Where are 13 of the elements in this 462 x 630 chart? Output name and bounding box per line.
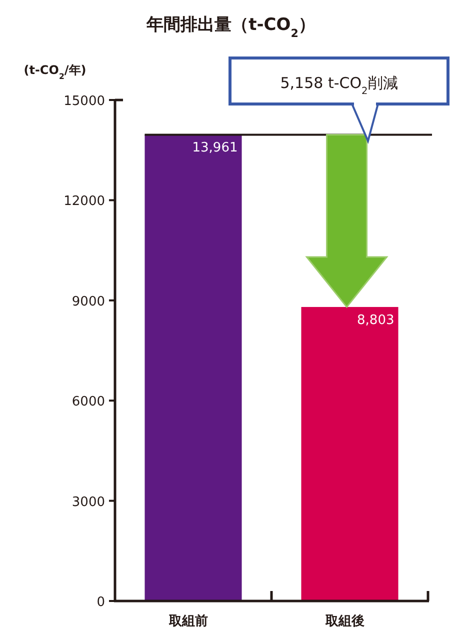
ytick: 0: [96, 595, 105, 610]
ytick: 6000: [72, 394, 105, 410]
annotation: 5,158 t-CO$_{2}$削減: [280, 74, 398, 96]
ytick: 9000: [72, 294, 105, 310]
xtick: 取組後: [325, 614, 364, 629]
ytick: 12000: [64, 194, 105, 210]
ytick: 3000: [72, 494, 105, 510]
ytick: 15000: [64, 94, 105, 109]
value-label: 13,961: [192, 140, 238, 156]
xtick: 取組前: [168, 614, 208, 629]
value-label: 8,803: [357, 312, 394, 328]
ylabel: (t-CO$_{2}$/年): [24, 63, 86, 80]
title: 年間排出量（t-CO$_{2}$）: [146, 15, 316, 40]
